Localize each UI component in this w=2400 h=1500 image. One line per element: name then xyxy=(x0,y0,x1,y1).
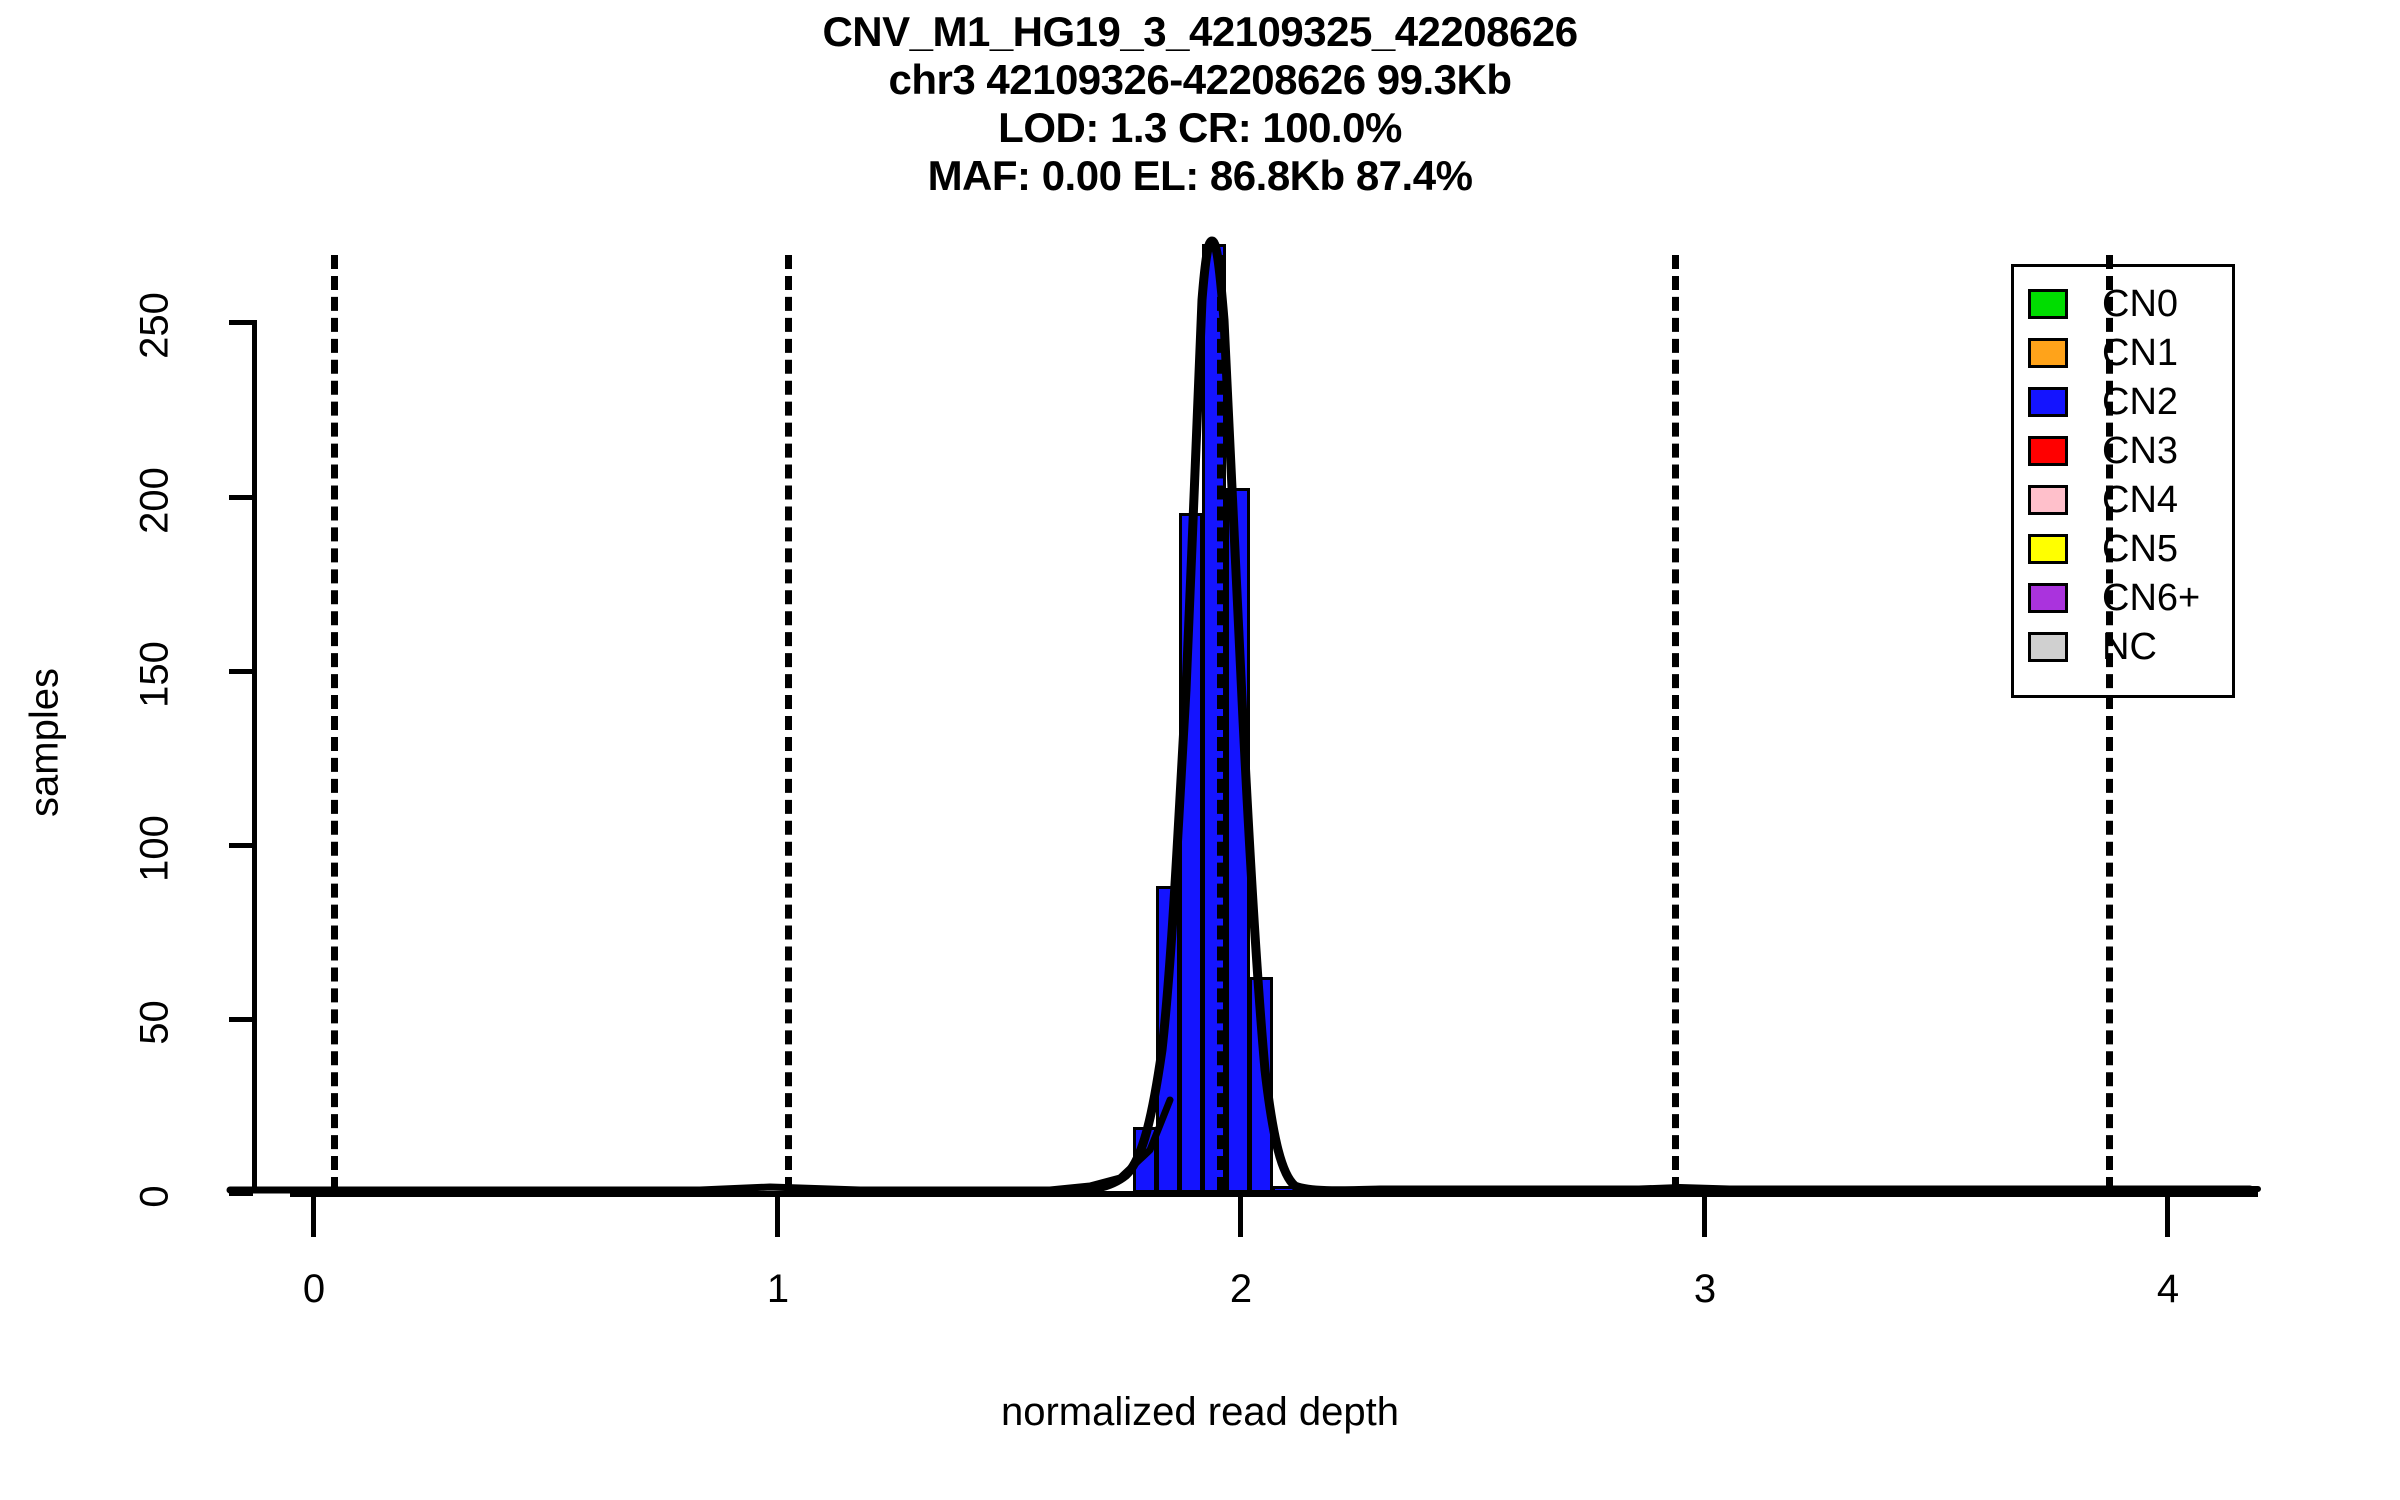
cn-reference-line-0 xyxy=(331,255,338,1191)
legend-label-cn4: CN4 xyxy=(2102,478,2179,521)
cn-reference-line-1 xyxy=(785,255,792,1191)
legend-item-cn3[interactable]: CN3 xyxy=(2028,426,2234,475)
y-tick-200 xyxy=(229,495,253,500)
x-tick-0 xyxy=(311,1197,316,1237)
y-tick-label-0: 0 xyxy=(132,1185,177,1208)
x-tick-label-3: 3 xyxy=(1693,1267,1717,1311)
legend-label-cn3: CN3 xyxy=(2102,429,2179,472)
title-line-4: MAF: 0.00 EL: 86.8Kb 87.4% xyxy=(927,152,1473,199)
legend-label-cn5: CN5 xyxy=(2102,527,2179,570)
legend-label-cn0: CN0 xyxy=(2102,282,2179,325)
baseline-trace xyxy=(226,1096,1174,1194)
y-tick-250 xyxy=(229,320,253,325)
y-axis-line xyxy=(252,320,257,1193)
cn-reference-line-3 xyxy=(1672,255,1679,1191)
legend-item-cn5[interactable]: CN5 xyxy=(2028,524,2234,573)
legend-item-nc[interactable]: NC xyxy=(2028,622,2234,671)
y-tick-label-200: 200 xyxy=(132,467,177,534)
title-line-1: CNV_M1_HG19_3_42109325_42208626 xyxy=(822,8,1578,55)
x-tick-4 xyxy=(2165,1197,2170,1237)
legend-swatch-nc xyxy=(2028,631,2068,662)
legend-swatch-cn3 xyxy=(2028,435,2068,466)
histogram-bar xyxy=(1179,513,1203,1193)
title-line-3: LOD: 1.3 CR: 100.0% xyxy=(998,104,1402,151)
x-tick-label-1: 1 xyxy=(766,1267,790,1311)
title-line-2: chr3 42109326-42208626 99.3Kb xyxy=(888,56,1512,103)
y-tick-label-50: 50 xyxy=(132,1000,177,1045)
histogram-bar xyxy=(1133,1127,1157,1193)
legend-label-cn6plus: CN6+ xyxy=(2102,576,2201,619)
y-tick-50 xyxy=(229,1017,253,1022)
legend-swatch-cn5 xyxy=(2028,533,2068,564)
legend-swatch-cn4 xyxy=(2028,484,2068,515)
legend-item-cn1[interactable]: CN1 xyxy=(2028,328,2234,377)
x-tick-label-2: 2 xyxy=(1229,1267,1253,1311)
y-tick-label-250: 250 xyxy=(132,292,177,359)
x-tick-2 xyxy=(1238,1197,1243,1237)
legend-box: CN0 CN1 CN2 CN3 CN4 CN5 xyxy=(2011,264,2235,698)
legend-swatch-cn1 xyxy=(2028,337,2068,368)
y-tick-100 xyxy=(229,843,253,848)
legend-swatch-cn2 xyxy=(2028,386,2068,417)
x-axis-label: normalized read depth xyxy=(1000,1390,1400,1434)
histogram-bar xyxy=(1226,488,1250,1193)
legend-item-cn2[interactable]: CN2 xyxy=(2028,377,2234,426)
legend-item-cn6plus[interactable]: CN6+ xyxy=(2028,573,2234,622)
baseline-trace-right xyxy=(1297,1183,2261,1193)
cn-reference-line-4 xyxy=(2106,255,2113,1191)
x-tick-1 xyxy=(775,1197,780,1237)
plot-title: CNV_M1_HG19_3_42109325_42208626 chr3 421… xyxy=(0,8,2400,200)
y-tick-150 xyxy=(229,669,253,674)
y-axis-label: samples xyxy=(22,668,67,817)
legend-label-cn1: CN1 xyxy=(2102,331,2179,374)
y-tick-label-100: 100 xyxy=(132,815,177,882)
cn-reference-line-2 xyxy=(1217,255,1224,1191)
legend-swatch-cn0 xyxy=(2028,288,2068,319)
y-tick-label-150: 150 xyxy=(132,641,177,708)
x-tick-label-4: 4 xyxy=(2156,1267,2180,1311)
histogram-bar xyxy=(1272,1186,1296,1193)
x-tick-3 xyxy=(1702,1197,1707,1237)
legend-item-cn0[interactable]: CN0 xyxy=(2028,279,2234,328)
legend-item-cn4[interactable]: CN4 xyxy=(2028,475,2234,524)
x-tick-label-0: 0 xyxy=(302,1267,326,1311)
legend-label-nc: NC xyxy=(2102,625,2157,668)
y-tick-0 xyxy=(229,1191,253,1196)
histogram-bar xyxy=(1156,886,1180,1193)
legend-label-cn2: CN2 xyxy=(2102,380,2179,423)
histogram-bar xyxy=(1249,977,1273,1193)
legend-swatch-cn6plus xyxy=(2028,582,2068,613)
